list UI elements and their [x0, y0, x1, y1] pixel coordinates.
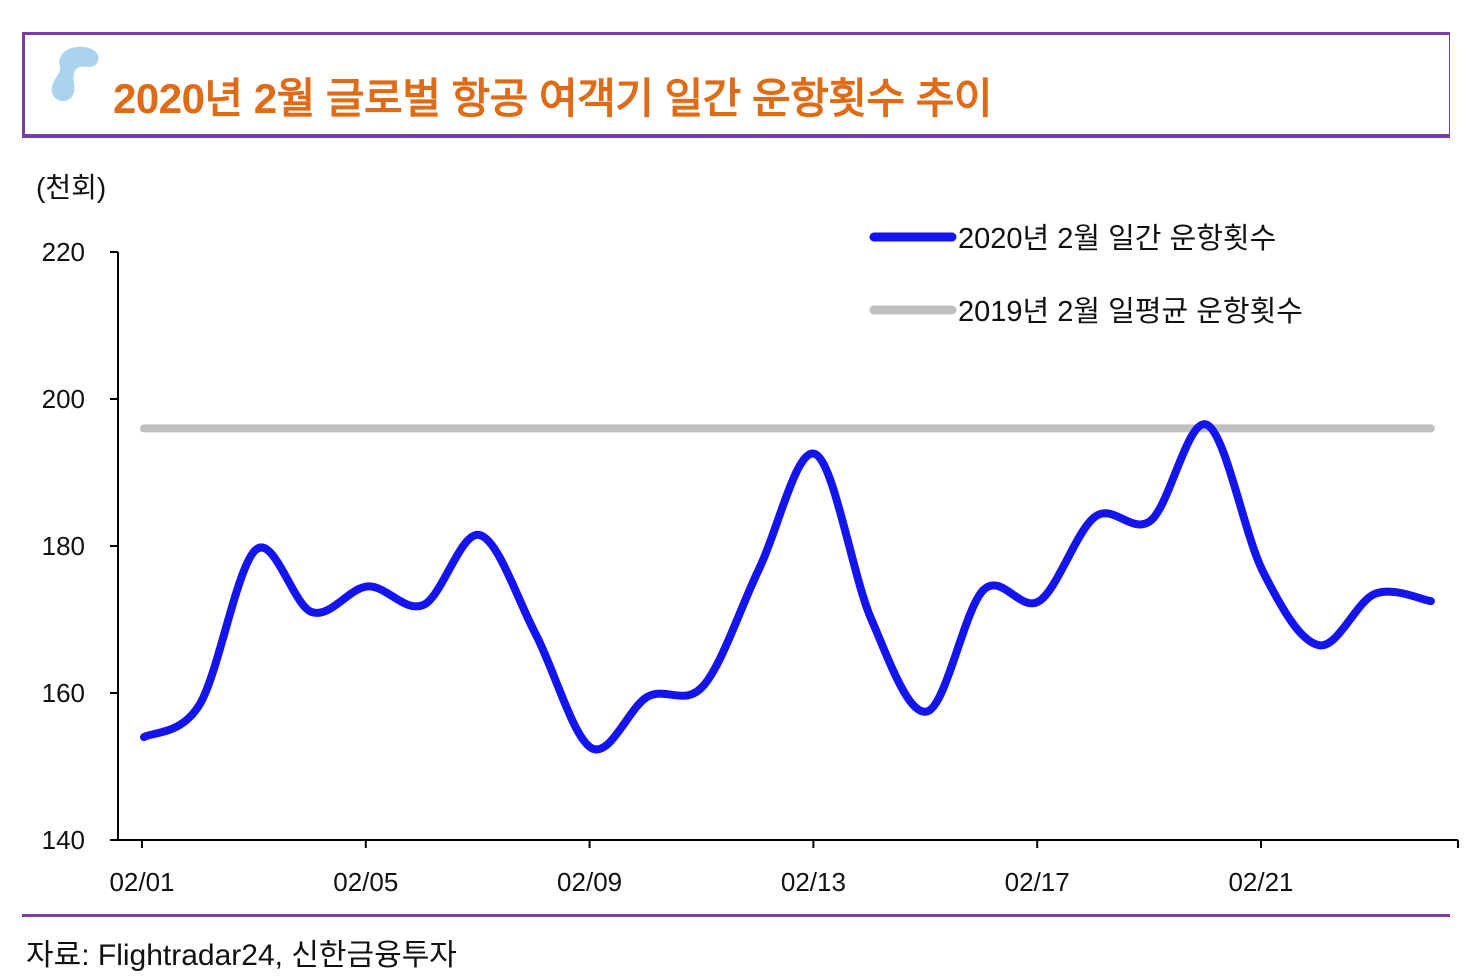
chart-legend: 2020년 2월 일간 운항횟수 2019년 2월 일평균 운항횟수: [869, 222, 1303, 328]
chart-header: 2020년 2월 글로벌 항공 여객기 일간 운항횟수 추이: [22, 32, 1450, 138]
x-tick-label: 02/09: [557, 867, 622, 897]
y-tick-label: 160: [42, 678, 85, 708]
source-divider: [22, 914, 1450, 917]
legend-label-2019: 2019년 2월 일평균 운항횟수: [958, 295, 1303, 328]
x-tick-label: 02/17: [1005, 867, 1070, 897]
y-tick-label: 200: [42, 384, 85, 414]
source-note: 자료: Flightradar24, 신한금융투자: [26, 939, 457, 972]
page-title: 2020년 2월 글로벌 항공 여객기 일간 운항횟수 추이: [113, 75, 993, 122]
x-tick-label: 02/01: [109, 867, 174, 897]
legend-label-2020: 2020년 2월 일간 운항횟수: [958, 222, 1276, 255]
x-tick-label: 02/05: [333, 867, 398, 897]
y-tick-label: 180: [42, 531, 85, 561]
x-tick-label: 02/13: [781, 867, 846, 897]
y-tick-label: 140: [42, 825, 85, 855]
y-axis-unit-label: (천회): [36, 172, 107, 203]
series-line-2020-daily: [140, 420, 1435, 754]
droplet-logo-icon: [51, 46, 99, 101]
x-tick-label: 02/21: [1228, 867, 1293, 897]
chart-axes: 140 160 180 200 220 02/01 02/05 02/09 02/13 02/17…: [42, 237, 1459, 897]
y-tick-label: 220: [42, 237, 85, 267]
chart-series: [140, 420, 1435, 754]
